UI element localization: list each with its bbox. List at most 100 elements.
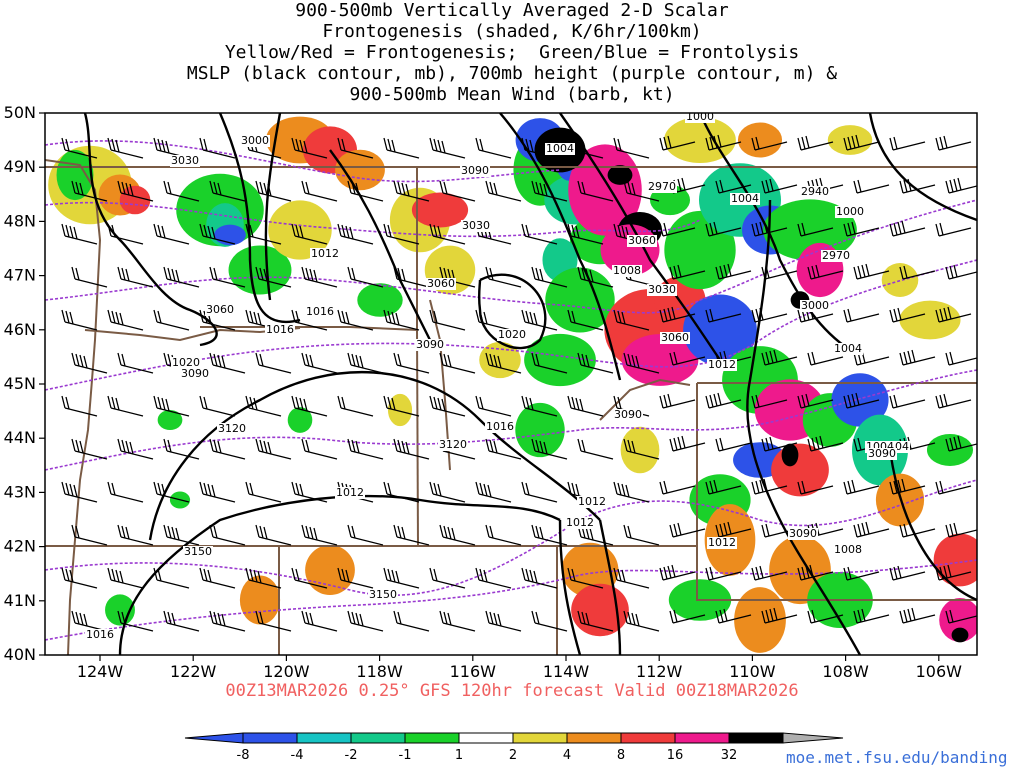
height-label-bg [460,165,490,177]
mslp-label-bg [685,113,715,123]
wind-barb [107,395,144,417]
wind-barb [945,609,977,624]
shade-region [781,443,799,467]
wind-barb [705,134,742,151]
wind-barb [715,608,752,624]
height-label: 3000 [801,299,829,312]
wind-barb [705,479,742,495]
wind-barb [61,223,98,245]
height-label-bg [205,304,235,316]
mslp-label: 1012 [708,536,736,549]
website-link[interactable]: moe.met.fsu.edu/banding [786,748,1008,767]
colorbar-max-arrow [782,732,844,744]
wind-barb [107,223,144,245]
height-label: 3090 [461,164,489,177]
wind-barb [705,221,742,237]
wind-barb [117,352,154,374]
wind-barb [107,567,144,589]
wind-barb [705,566,742,581]
wind-barb [245,223,282,245]
wind-barb [475,137,512,159]
wind-barb [429,567,466,589]
wind-barb [475,309,512,331]
shade-region [683,294,757,366]
shade-region [899,300,961,340]
wind-barb [347,610,384,632]
map-title: 900-500mb Vertically Averaged 2-D Scalar… [0,0,1024,105]
wind-barb [521,567,558,589]
wind-barb [853,179,890,194]
wind-barb [843,566,880,581]
wind-barb [521,481,558,503]
height-label-bg [438,439,468,451]
mslp-label: 1016 [486,420,514,433]
wind-barb [843,392,880,409]
wind-barb [209,180,246,202]
colorbar-tick-label: 1 [455,748,463,763]
shade-region [926,434,974,466]
wind-barb [71,438,108,460]
mslp-label: 1004 [546,142,574,155]
wind-barb [245,567,282,589]
height-label: 3060 [206,303,234,316]
height-label: 2970 [822,249,850,262]
wind-barb [117,438,154,460]
wind-barb [567,309,604,331]
wind-barb [439,610,476,632]
wind-barb [153,223,190,245]
lat-label: 42N [4,537,36,556]
lon-label: 118W [356,662,403,681]
wind-barb [255,438,292,460]
shade-region [157,409,183,431]
wind-barb [715,521,752,538]
wind-barb [843,221,880,237]
mslp-label-bg [310,248,340,260]
lat-label: 41N [4,591,36,610]
wind-barb [521,395,558,417]
height-label: 3030 [171,154,199,167]
wind-barb [153,309,190,331]
wind-barb [337,395,374,417]
wind-barb [751,478,788,495]
wind-barb [577,352,614,374]
wind-barb [393,266,430,288]
height-label-bg [217,423,247,435]
wind-barb [61,309,98,331]
mslp-label-bg [707,537,737,549]
wind-barb [843,308,880,323]
colorbar-box [674,732,730,744]
shade-region [561,542,619,598]
title-line-5: 900-500mb Mean Wind (barb, kt) [349,84,675,105]
colorbar-tick-label: 16 [667,748,684,763]
map-plot-area: 1000 1004 1004 1008 1012 1016 1016 1020 1020 1016… [45,113,977,655]
wind-barb [199,223,236,245]
wind-barb [945,435,977,452]
wind-barb [347,524,384,546]
wind-barb [393,610,430,632]
wind-barb [807,609,844,624]
mslp-label: 1004 [731,192,759,205]
wind-barb [485,180,522,202]
wind-barb [199,137,236,159]
wind-barb [255,352,292,374]
wind-barb [199,481,236,503]
height-label: 3150 [369,588,397,601]
wind-barb [889,478,926,495]
colorbar-box [620,732,676,744]
colorbar-box [350,732,406,744]
height-label-bg [647,284,677,296]
mslp-label: 1016 [86,628,114,641]
wind-barb [383,481,420,503]
wind-barb [117,180,154,202]
height-label-bg [461,220,491,232]
wind-barb [521,137,558,159]
wind-barb [659,222,696,237]
lat-label: 46N [4,320,36,339]
wind-barb [61,395,98,417]
wind-barb [61,137,98,159]
lon-label: 122W [170,662,217,681]
wind-barb [843,134,880,151]
wind-barb [163,524,200,546]
colorbar-tick-label: 2 [509,748,517,763]
